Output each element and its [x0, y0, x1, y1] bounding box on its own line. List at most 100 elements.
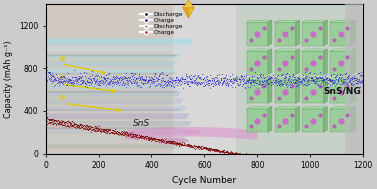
Point — [185, 143, 191, 146]
Point — [55, 120, 61, 123]
Point — [207, 74, 213, 77]
Point — [96, 82, 102, 85]
Point — [95, 81, 101, 84]
Point — [182, 78, 188, 81]
Point — [59, 77, 65, 80]
Point — [262, 80, 268, 83]
Point — [322, 86, 328, 89]
Point — [288, 77, 294, 81]
Point — [216, 149, 222, 152]
Point — [195, 144, 201, 147]
Point — [273, 80, 279, 83]
Point — [90, 76, 97, 79]
Point — [340, 80, 346, 83]
Point — [124, 133, 130, 136]
Point — [153, 76, 159, 79]
Point — [216, 79, 222, 82]
Point — [212, 81, 218, 84]
Point — [119, 77, 125, 80]
Point — [127, 133, 133, 136]
Point — [316, 76, 322, 79]
Point — [61, 123, 67, 126]
Point — [281, 76, 287, 79]
Point — [168, 80, 174, 83]
Point — [70, 124, 77, 127]
Point — [94, 87, 100, 90]
Point — [167, 79, 173, 82]
Bar — [274, 22, 296, 46]
Point — [158, 78, 164, 81]
Point — [181, 78, 187, 81]
Point — [201, 76, 207, 79]
Point — [286, 74, 292, 77]
Point — [275, 81, 281, 84]
Point — [156, 77, 162, 81]
Point — [47, 76, 53, 79]
Point — [83, 124, 89, 127]
Point — [124, 81, 130, 84]
Point — [208, 147, 214, 150]
Point — [84, 124, 90, 127]
Point — [97, 129, 103, 132]
Point — [330, 81, 336, 84]
Point — [66, 80, 72, 83]
Point — [220, 80, 226, 83]
Point — [173, 142, 179, 145]
Point — [195, 145, 201, 148]
Point — [167, 139, 173, 142]
Point — [156, 138, 162, 141]
Point — [203, 146, 209, 149]
Point — [125, 132, 131, 135]
Point — [325, 81, 331, 84]
Point — [138, 81, 144, 84]
Point — [76, 126, 82, 129]
Point — [313, 82, 319, 85]
Point — [129, 135, 135, 138]
Point — [359, 70, 365, 74]
Point — [216, 149, 222, 152]
Point — [64, 124, 70, 127]
Point — [328, 79, 334, 82]
Point — [81, 70, 87, 73]
Point — [290, 78, 296, 81]
Point — [215, 149, 221, 153]
Point — [86, 84, 92, 87]
Point — [146, 79, 152, 82]
Point — [181, 141, 187, 144]
Point — [295, 76, 301, 79]
Point — [155, 77, 161, 81]
Point — [220, 81, 226, 84]
Point — [214, 79, 220, 82]
Point — [98, 128, 104, 131]
Point — [84, 126, 90, 129]
Point — [156, 139, 162, 142]
Point — [223, 74, 229, 77]
Point — [152, 139, 158, 143]
Point — [208, 148, 215, 151]
Point — [299, 81, 305, 84]
Point — [160, 73, 166, 76]
Point — [333, 79, 339, 82]
Point — [254, 77, 260, 80]
Point — [334, 77, 340, 80]
Point — [98, 81, 104, 84]
Point — [122, 132, 128, 135]
Point — [101, 75, 107, 78]
Point — [175, 141, 181, 144]
Point — [248, 79, 254, 82]
Point — [219, 82, 225, 85]
Point — [124, 82, 130, 85]
Point — [170, 79, 176, 82]
Point — [44, 65, 50, 68]
Point — [296, 74, 302, 77]
Point — [152, 85, 158, 88]
Point — [72, 122, 78, 125]
Point — [45, 71, 51, 74]
Polygon shape — [268, 78, 272, 103]
Point — [64, 119, 70, 122]
Point — [173, 76, 179, 79]
Point — [91, 129, 97, 132]
Point — [153, 84, 159, 87]
Point — [120, 81, 126, 84]
Point — [346, 80, 352, 83]
